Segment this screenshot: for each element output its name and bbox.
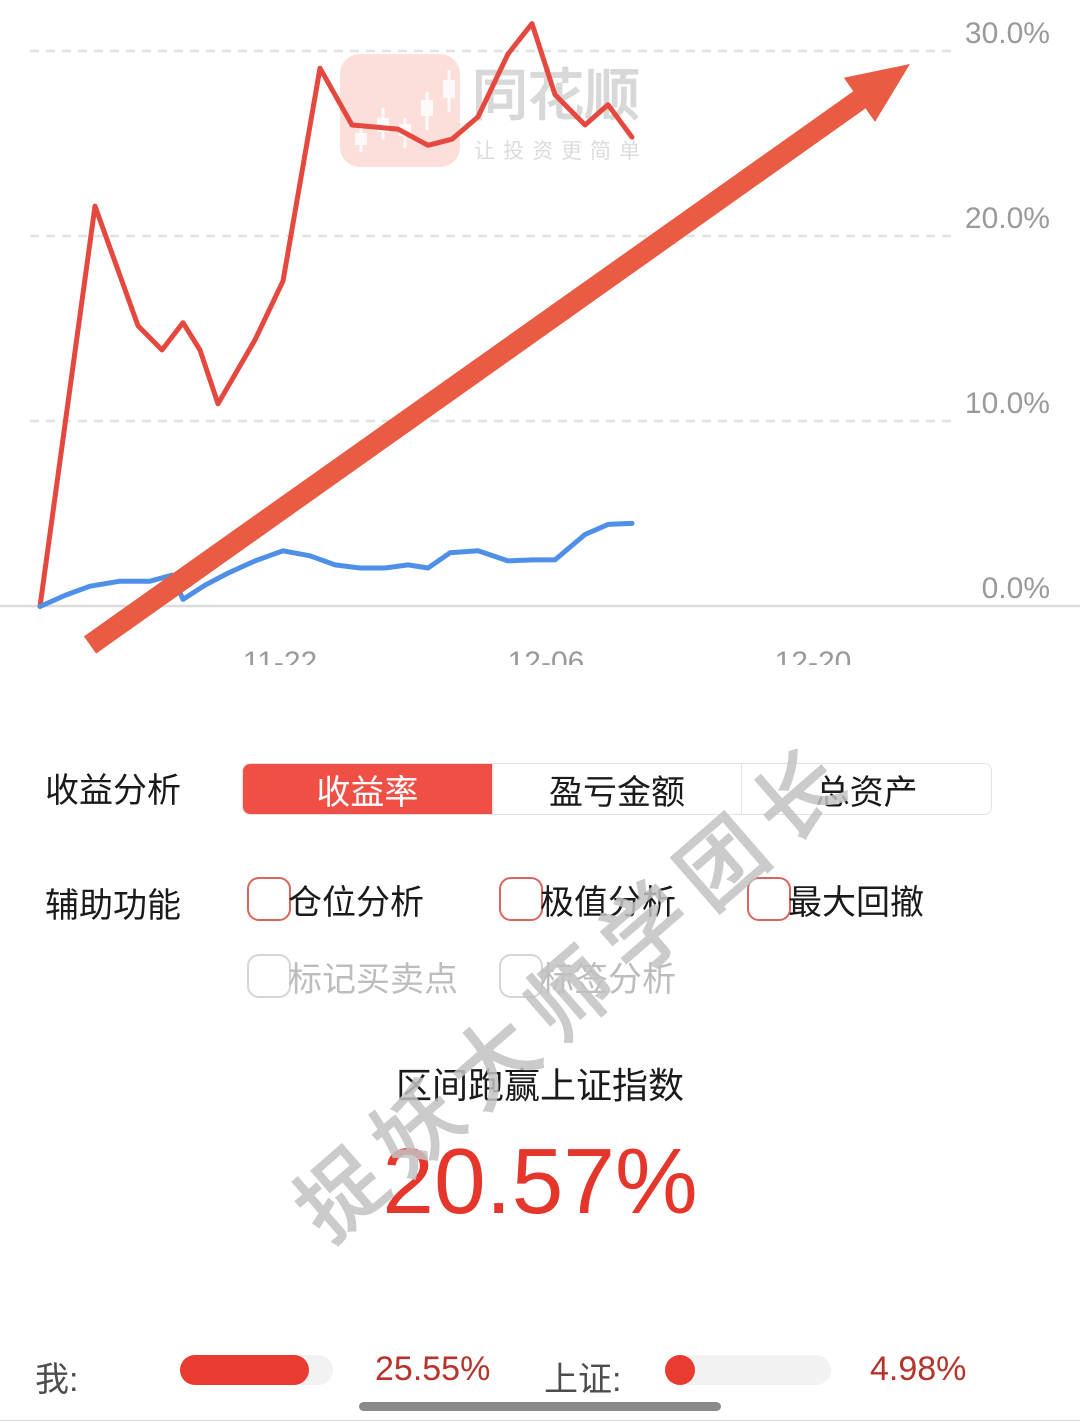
svg-text:10.0%: 10.0% [965,387,1050,420]
svg-text:20.0%: 20.0% [965,202,1050,235]
svg-text:30.0%: 30.0% [965,17,1050,50]
svg-text:12-06: 12-06 [508,646,585,665]
svg-text:让投资更简单: 让投资更简单 [474,140,648,163]
svg-text:11-22: 11-22 [243,646,318,665]
svg-text:12-20: 12-20 [775,646,852,665]
svg-text:0.0%: 0.0% [982,572,1050,605]
